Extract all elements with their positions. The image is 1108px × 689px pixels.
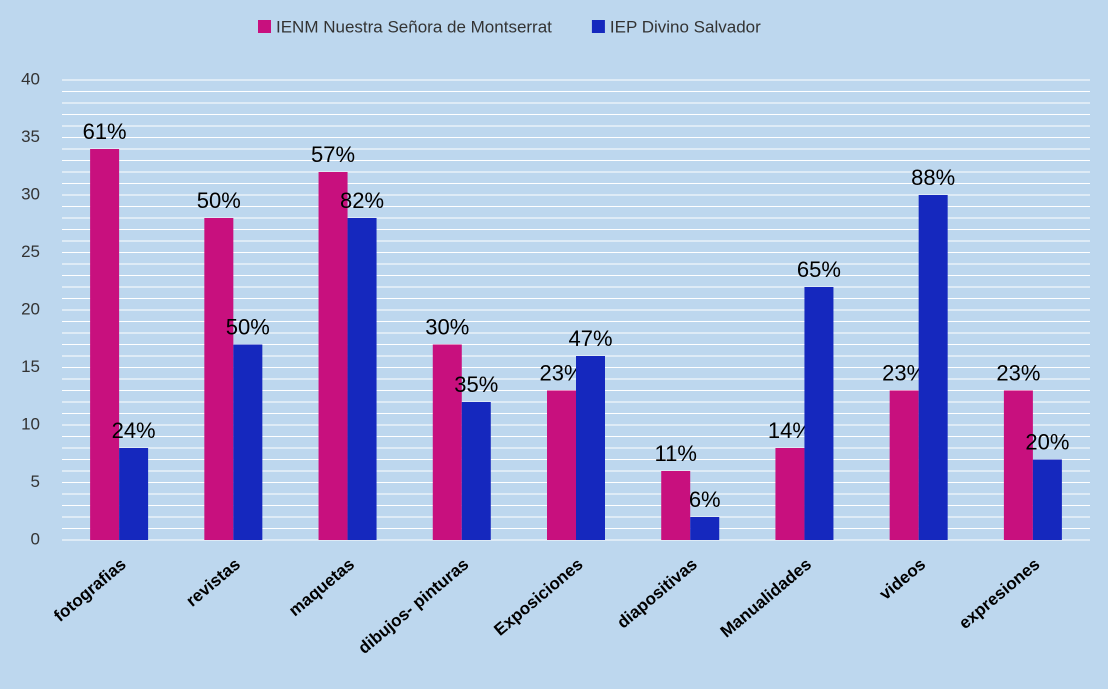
data-label: 50%: [226, 314, 270, 339]
y-tick-label: 5: [31, 472, 40, 491]
bar: [889, 390, 919, 540]
data-label: 82%: [340, 188, 384, 213]
data-label: 6%: [689, 487, 721, 512]
bar: [90, 149, 120, 540]
bar: [690, 517, 720, 540]
y-tick-label: 15: [21, 357, 40, 376]
y-tick-label: 0: [31, 529, 40, 548]
bar: [547, 390, 576, 540]
bar: [233, 344, 263, 540]
data-label: 20%: [1025, 429, 1069, 454]
bar: [119, 448, 149, 540]
bar: [918, 195, 948, 540]
legend-swatch: [591, 20, 605, 33]
data-label: 23%: [996, 360, 1040, 385]
data-label: 30%: [425, 314, 469, 339]
bar: [347, 218, 377, 540]
data-label: 11%: [655, 441, 697, 466]
legend-swatch: [258, 20, 271, 33]
data-label: 35%: [454, 372, 498, 397]
legend-label: IEP Divino Salvador: [610, 17, 761, 36]
data-label: 61%: [83, 119, 127, 144]
legend-label: IENM Nuestra Señora de Montserrat: [276, 17, 552, 36]
y-tick-label: 35: [21, 127, 40, 146]
y-tick-label: 20: [21, 299, 40, 318]
y-tick-label: 30: [21, 184, 40, 203]
bar: [1003, 390, 1033, 540]
y-tick-label: 40: [21, 69, 40, 88]
data-label: 57%: [311, 142, 355, 167]
data-label: 47%: [568, 326, 612, 351]
y-tick-label: 25: [21, 242, 40, 261]
bar: [318, 172, 348, 540]
data-label: 88%: [911, 165, 955, 190]
bar: [204, 218, 234, 540]
bar: [1032, 459, 1062, 540]
bar: [461, 402, 491, 540]
bar: [432, 344, 462, 540]
data-label: 24%: [112, 418, 156, 443]
y-tick-label: 10: [21, 414, 40, 433]
bar: [804, 287, 834, 540]
bar: [576, 356, 605, 540]
bar: [661, 471, 691, 540]
data-label: 65%: [797, 257, 841, 282]
bar: [775, 448, 805, 540]
data-label: 50%: [197, 188, 241, 213]
